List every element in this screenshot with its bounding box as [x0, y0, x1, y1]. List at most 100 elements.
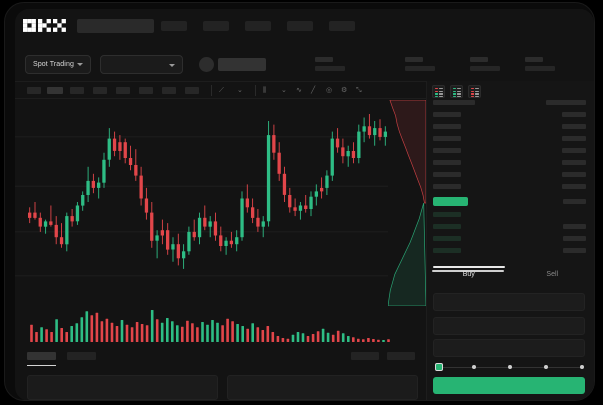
orderbook-scrollbar[interactable]	[432, 270, 504, 272]
bottom-right-tab-1[interactable]	[351, 352, 379, 360]
chevron-down-icon-2[interactable]: ⌄	[281, 87, 287, 94]
orderbook-ask-row[interactable]	[433, 136, 461, 141]
orderbook-bid-row[interactable]	[433, 248, 461, 253]
bottom-right-tab-2[interactable]	[387, 352, 415, 360]
tab-buy[interactable]: Buy	[462, 271, 475, 278]
bottom-card-left[interactable]	[27, 375, 218, 400]
buy-sell-tabs: Buy Sell	[427, 263, 594, 287]
last-price	[218, 58, 266, 71]
orderbook-bid-size[interactable]	[563, 248, 586, 253]
market-stat-value	[405, 66, 435, 71]
slider-step-25[interactable]	[472, 365, 476, 369]
chevron-down-icon	[169, 64, 175, 67]
orderbook-ask-row[interactable]	[433, 184, 461, 189]
candlestick-svg	[15, 114, 388, 277]
slider-step-100[interactable]	[580, 365, 584, 369]
tab-sell[interactable]: Sell	[546, 271, 559, 278]
market-stat-label	[470, 57, 488, 62]
indicator-icon[interactable]: ⟋	[219, 87, 224, 94]
orderbook-ask-row[interactable]	[433, 160, 461, 165]
settings-icon[interactable]: ⚙	[341, 87, 348, 94]
okx-logo[interactable]	[23, 19, 66, 32]
pencil-icon[interactable]: ╱	[311, 87, 316, 94]
volume-histogram	[15, 306, 426, 348]
spot-trading-dropdown[interactable]: Spot Trading	[25, 55, 91, 74]
order-amount-field[interactable]	[433, 317, 585, 335]
orderbook-mode-bids-icon[interactable]	[450, 85, 463, 98]
orderbook-bid-row[interactable]	[433, 224, 461, 229]
percent-slider[interactable]	[435, 362, 585, 372]
camera-icon[interactable]: ◎	[326, 87, 333, 94]
orderbook-last-price-highlight	[433, 197, 468, 206]
market-sub-header: Spot Trading	[15, 49, 594, 81]
orderbook-bid-size[interactable]	[563, 236, 586, 241]
place-buy-order-button[interactable]	[433, 377, 585, 394]
orderbook-ask-size[interactable]	[562, 112, 586, 117]
active-tab-underline	[27, 365, 56, 366]
market-stat-value	[315, 66, 345, 71]
timeframe-button-4[interactable]	[93, 87, 107, 94]
market-depth-svg	[388, 100, 426, 306]
chevron-down-icon[interactable]: ⌄	[237, 87, 243, 94]
orderbook-ask-row[interactable]	[433, 124, 461, 129]
orderbook-ask-size[interactable]	[562, 172, 586, 177]
timeframe-button-8[interactable]	[185, 87, 199, 94]
nav-item-5[interactable]	[329, 21, 355, 31]
bottom-card-right[interactable]	[227, 375, 418, 400]
chevron-down-icon	[76, 63, 83, 66]
orderbook-bid-row[interactable]	[433, 212, 461, 217]
nav-item-1[interactable]	[161, 21, 187, 31]
orderbook-mode-switch	[432, 85, 481, 98]
device-bezel: Spot Trading ⟋ ⌄ ⫼ ⌄ ∿ ╱ ◎ ⚙ ⤡	[4, 2, 595, 401]
market-depth-chart	[388, 100, 426, 306]
orderbook-mode-both-icon[interactable]	[432, 85, 445, 98]
market-stat-2	[405, 57, 435, 71]
fullscreen-icon[interactable]: ⤡	[356, 87, 362, 94]
timeframe-button-6[interactable]	[139, 87, 153, 94]
coin-avatar	[199, 57, 214, 72]
orderbook-ask-size[interactable]	[562, 148, 586, 153]
slider-handle[interactable]	[435, 363, 443, 371]
chart-type-icon[interactable]: ⫼	[263, 87, 267, 94]
orderbook-ask-size[interactable]	[562, 160, 586, 165]
market-stat-1	[315, 57, 345, 71]
nav-item-4[interactable]	[287, 21, 313, 31]
orderbook-ask-row[interactable]	[433, 148, 461, 153]
market-stat-label	[315, 57, 333, 62]
orderbook-bid-size[interactable]	[563, 224, 586, 229]
trading-pair-dropdown[interactable]	[100, 55, 183, 74]
market-stat-3	[470, 57, 500, 71]
orderbook-mode-asks-icon[interactable]	[468, 85, 481, 98]
timeframe-button-3[interactable]	[70, 87, 84, 94]
orderbook-and-order-form: Buy Sell	[426, 81, 594, 400]
line-tool-icon[interactable]: ∿	[296, 87, 302, 94]
orderbook-ask-row[interactable]	[433, 172, 461, 177]
orderbook-ask-row[interactable]	[433, 112, 461, 117]
order-price-field[interactable]	[433, 293, 585, 311]
orderbook-header-left	[433, 100, 475, 105]
timeframe-button-7[interactable]	[162, 87, 176, 94]
timeframe-button-2[interactable]	[47, 87, 63, 94]
bottom-tab-open-orders[interactable]	[27, 352, 56, 360]
slider-step-50[interactable]	[508, 365, 512, 369]
orders-tab-bar	[15, 350, 426, 370]
orderbook-rows[interactable]	[427, 100, 594, 266]
nav-item-3[interactable]	[245, 21, 271, 31]
slider-step-75[interactable]	[544, 365, 548, 369]
buy-tab-indicator	[433, 266, 505, 268]
orderbook-bid-row[interactable]	[433, 236, 461, 241]
volume-svg	[30, 310, 390, 342]
orderbook-ask-size[interactable]	[562, 136, 586, 141]
toolbar-divider-2	[255, 85, 256, 96]
candlestick-chart[interactable]	[15, 100, 426, 306]
timeframe-button-5[interactable]	[116, 87, 130, 94]
orderbook-ask-size[interactable]	[562, 124, 586, 129]
market-stat-label	[405, 57, 423, 62]
nav-item-2[interactable]	[203, 21, 229, 31]
timeframe-button-1[interactable]	[27, 87, 41, 94]
search-input[interactable]	[77, 19, 154, 33]
bottom-tab-order-history[interactable]	[67, 352, 96, 360]
orderbook-ask-size[interactable]	[562, 184, 586, 189]
order-total-field[interactable]	[433, 339, 585, 357]
